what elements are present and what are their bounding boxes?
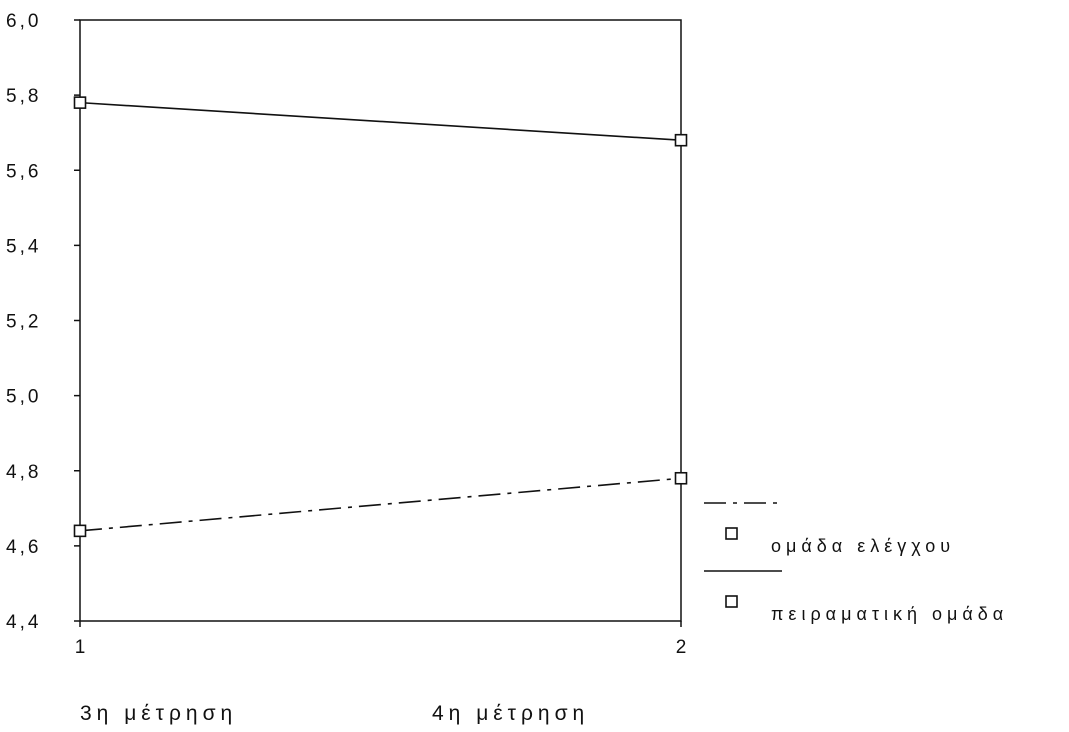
series-line-1 [79, 477, 682, 532]
legend-label-2: πειραματική ομάδα [771, 604, 1008, 624]
y-tick-label: 5,4 [6, 236, 41, 257]
series-group [73, 96, 688, 538]
legend: ομάδα ελέγχου πειραματική ομάδα [704, 502, 1008, 624]
series-2-marker [674, 133, 688, 147]
y-axis: 6,0 5,8 5,6 5,4 5,2 5,0 4,8 4,6 4,4 [6, 11, 80, 633]
series-1-marker [674, 471, 688, 485]
x-tick-label: 2 [676, 637, 687, 658]
legend-marker-1 [725, 527, 738, 540]
y-tick-label: 6,0 [6, 11, 41, 32]
category-label-2: 4η μέτρηση [432, 702, 590, 725]
series-line-2 [79, 101, 682, 141]
y-tick-label: 5,2 [6, 312, 41, 333]
category-label-1: 3η μέτρηση [80, 702, 238, 725]
plot-frame [79, 19, 682, 622]
y-tick-label: 5,8 [6, 86, 41, 107]
series-2-marker [73, 96, 87, 109]
y-tick-label: 4,4 [6, 612, 41, 633]
y-tick-label: 4,6 [6, 537, 41, 558]
legend-marker-2 [725, 595, 738, 608]
series-1-marker [73, 524, 87, 538]
y-tick-label: 5,6 [6, 161, 41, 182]
y-tick-label: 5,0 [6, 387, 41, 408]
legend-label-1: ομάδα ελέγχου [771, 536, 955, 556]
y-tick-label: 4,8 [6, 462, 41, 483]
x-tick-label: 1 [75, 637, 86, 658]
